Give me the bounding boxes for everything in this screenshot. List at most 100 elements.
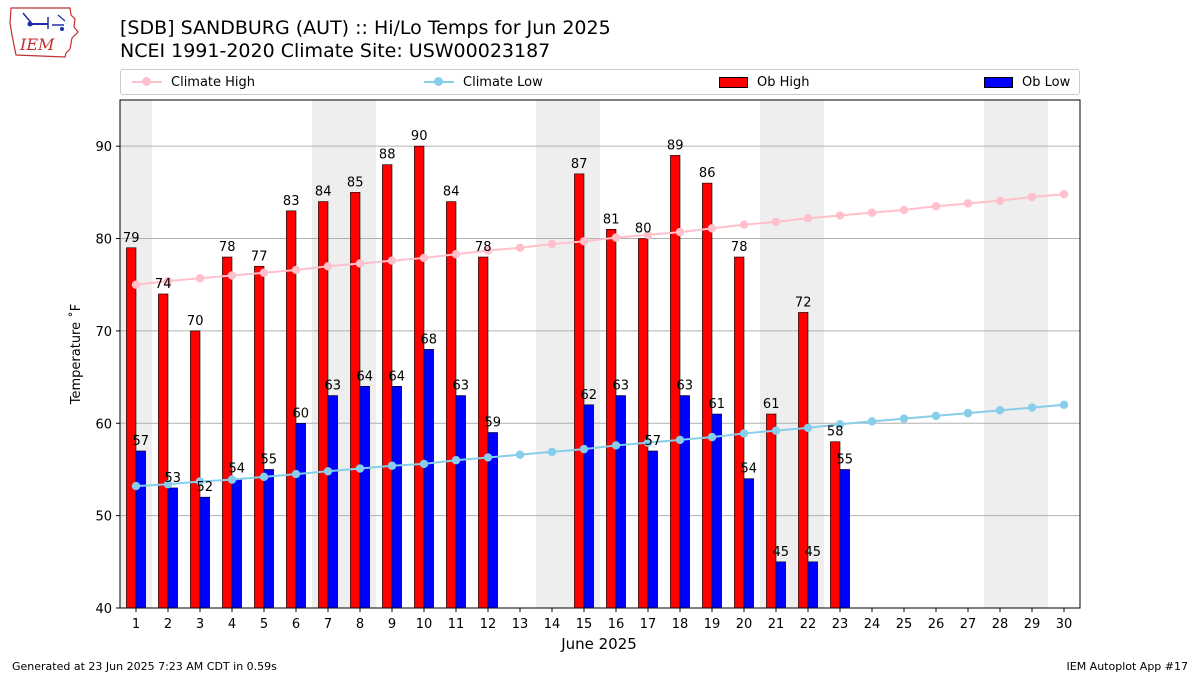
legend-ob-high: Ob High xyxy=(719,70,810,94)
climate-high-point xyxy=(899,205,909,215)
y-tick-label: 50 xyxy=(95,510,112,525)
ob-high-label: 84 xyxy=(443,185,460,200)
climate-high-point xyxy=(931,202,941,211)
bar-labels: 79 57 74 53 70 52 78 54 77 55 83 60 84 63 85 64 88 64 90 68… xyxy=(123,129,853,560)
climate-low-point xyxy=(931,411,941,421)
climate-high-point xyxy=(803,214,813,223)
ob-low-label: 61 xyxy=(709,397,726,412)
ob-low-label: 57 xyxy=(133,434,150,449)
x-tick-label: 26 xyxy=(928,617,945,632)
x-tick-label: 17 xyxy=(640,617,657,632)
climate-high-line xyxy=(135,193,1065,286)
ob-low-bar xyxy=(167,487,178,609)
x-tick-label: 12 xyxy=(480,617,497,632)
climate-low-point xyxy=(227,475,237,484)
climate-high-point xyxy=(355,259,365,268)
ob-low-bar xyxy=(743,478,754,609)
x-tick-label: 5 xyxy=(260,617,268,632)
chart-subtitle: NCEI 1991-2020 Climate Site: USW00023187 xyxy=(120,40,551,62)
weekend-shade xyxy=(1016,100,1048,608)
ob-low-label: 63 xyxy=(613,379,630,394)
climate-lines xyxy=(131,190,1069,491)
x-tick-label: 21 xyxy=(768,617,785,632)
ob-low-bar xyxy=(327,395,338,609)
ob-low-bar xyxy=(359,386,370,609)
ob-low-bar xyxy=(839,469,850,609)
climate-low-line xyxy=(135,403,1065,488)
ob-high-label: 78 xyxy=(731,240,748,255)
ob-low-bar xyxy=(135,450,146,609)
ob-low-label: 64 xyxy=(357,369,374,384)
climate-high-point xyxy=(195,274,205,283)
ob-low-label: 55 xyxy=(261,452,278,467)
climate-high-point xyxy=(643,230,653,240)
ob-low-bar xyxy=(679,395,690,609)
ob-high-label: 79 xyxy=(123,231,140,246)
legend-ob-low: Ob Low xyxy=(984,70,1070,94)
ob-high-label: 80 xyxy=(635,222,652,237)
climate-low-point xyxy=(867,417,877,426)
ob-high-swatch xyxy=(719,76,748,88)
ob-low-bar xyxy=(775,561,786,609)
climate-low-point xyxy=(291,469,301,479)
ob-low-label: 57 xyxy=(645,434,662,449)
climate-low-point xyxy=(355,464,365,473)
ob-high-label: 72 xyxy=(795,295,812,310)
ob-high-bar xyxy=(638,238,649,609)
climate-low-point xyxy=(451,456,461,465)
climate-low-point xyxy=(515,450,525,459)
ob-high-label: 84 xyxy=(315,185,332,200)
ob-high-bar xyxy=(350,192,361,609)
x-tick-label: 29 xyxy=(1024,617,1041,632)
climate-low-point xyxy=(131,481,141,491)
climate-high-point xyxy=(963,199,973,208)
climate-low-point xyxy=(1027,403,1037,412)
climate-high-point xyxy=(291,265,301,275)
climate-high-point xyxy=(995,196,1005,205)
climate-low-point xyxy=(579,444,589,454)
ob-low-bar xyxy=(711,413,722,609)
ob-high-label: 88 xyxy=(379,148,396,163)
climate-low-point xyxy=(771,426,781,435)
ob-high-label: 78 xyxy=(475,240,492,255)
x-tick-label: 3 xyxy=(196,617,204,632)
ob-high-label: 78 xyxy=(219,240,236,255)
x-tick-label: 11 xyxy=(448,617,465,632)
x-tick-label: 8 xyxy=(356,617,364,632)
ob-low-bar xyxy=(263,469,274,609)
climate-low-swatch xyxy=(424,75,454,89)
ob-high-bar xyxy=(254,265,265,609)
ob-low-label: 64 xyxy=(389,369,406,384)
climate-low-point xyxy=(387,461,397,470)
ob-high-label: 74 xyxy=(155,277,172,292)
ob-low-swatch xyxy=(984,76,1013,88)
legend-label: Climate High xyxy=(171,74,256,90)
climate-low-point xyxy=(1059,400,1069,409)
ob-high-bar xyxy=(446,201,457,609)
ob-high-label: 83 xyxy=(283,194,300,209)
climate-low-point xyxy=(899,414,909,423)
climate-high-point xyxy=(131,280,141,289)
x-tick-label: 14 xyxy=(544,617,561,632)
ob-low-label: 59 xyxy=(485,416,502,431)
climate-low-point xyxy=(835,419,845,429)
y-tick-label: 90 xyxy=(95,140,112,155)
legend: Climate High Climate Low Ob High Ob Low xyxy=(120,69,1080,95)
climate-high-point xyxy=(163,276,173,286)
climate-high-point xyxy=(419,253,429,263)
ob-high-label: 61 xyxy=(763,397,780,412)
climate-low-point xyxy=(163,480,173,489)
climate-low-point xyxy=(675,435,685,445)
x-axis-label: June 2025 xyxy=(560,635,637,653)
x-tick-label: 23 xyxy=(832,617,849,632)
x-tick-label: 9 xyxy=(388,617,396,632)
climate-low-point xyxy=(547,447,557,457)
ob-low-bar xyxy=(423,349,434,609)
ob-low-bar xyxy=(583,404,594,609)
ob-low-bar xyxy=(391,386,402,609)
x-tick-label: 4 xyxy=(228,617,236,632)
ob-high-label: 86 xyxy=(699,166,716,181)
climate-high-point xyxy=(675,227,685,237)
ob-high-bar xyxy=(606,229,617,609)
